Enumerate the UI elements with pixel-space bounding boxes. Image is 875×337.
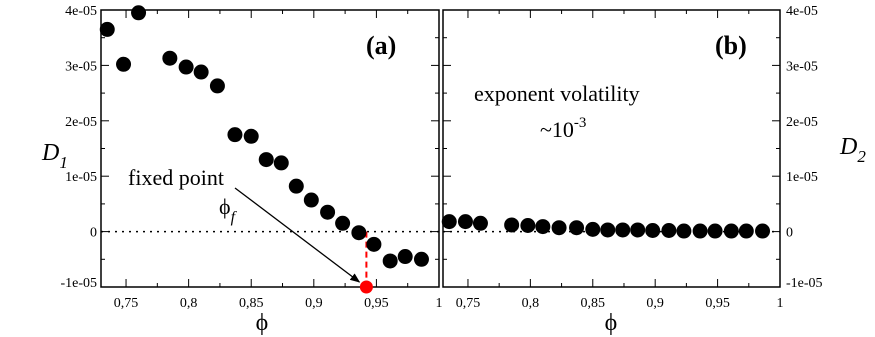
panel-a-x-axis-label: ϕ: [256, 310, 269, 336]
data-point: [320, 204, 336, 220]
data-point: [472, 215, 488, 231]
y-tick-label: 4e-05: [65, 4, 97, 19]
data-point: [441, 214, 457, 230]
x-tick-label: 0,85: [581, 296, 606, 311]
fixed-point-symbol: ϕf: [219, 194, 238, 226]
panel-b-y-axis-label: D2: [839, 134, 866, 166]
data-point: [600, 222, 616, 238]
data-point: [397, 249, 413, 265]
x-tick-label: 0,9: [305, 296, 323, 311]
data-point: [303, 192, 319, 208]
data-point: [535, 219, 551, 235]
y-tick-label: 3e-05: [786, 59, 818, 74]
y-tick-label: 2e-05: [786, 115, 818, 130]
panel-a-x-tick-labels: 0,75 0,8 0,85 0,9 0,95 1: [114, 296, 443, 311]
y-tick-label: -1e-05: [786, 276, 823, 291]
data-point: [273, 155, 289, 171]
y-tick-label: -1e-05: [60, 276, 97, 291]
data-point: [335, 215, 351, 231]
panel-b-label: (b): [715, 31, 747, 60]
data-point: [676, 223, 692, 239]
x-tick-label: 0,75: [456, 296, 481, 311]
y-tick-label: 0: [90, 226, 97, 241]
y-tick-label: 1e-05: [786, 170, 818, 185]
panel-a-points: [99, 5, 429, 269]
data-point: [630, 222, 646, 238]
y-tick-label: 4e-05: [786, 4, 818, 19]
data-point: [227, 127, 243, 143]
data-point: [569, 220, 585, 236]
data-point: [382, 253, 398, 269]
panel-b-x-axis-label: ϕ: [605, 310, 618, 336]
panel-a-y-axis-label: D1: [41, 140, 68, 172]
panel-b-ticks: [443, 9, 781, 288]
fixed-point-marker: [359, 280, 373, 294]
data-point: [178, 59, 194, 75]
data-point: [258, 152, 274, 168]
y-tick-label: 2e-05: [65, 115, 97, 130]
data-point: [366, 236, 382, 252]
data-point: [645, 222, 661, 238]
x-tick-label: 0,95: [705, 296, 730, 311]
data-point: [413, 251, 429, 267]
data-point: [707, 223, 723, 239]
x-tick-label: 0,95: [364, 296, 389, 311]
y-tick-label: 3e-05: [65, 59, 97, 74]
x-tick-label: 1: [436, 296, 443, 311]
panel-a-label: (a): [366, 31, 396, 60]
data-point: [457, 214, 473, 230]
panel-b-y-tick-labels: -1e-05 0 1e-05 2e-05 3e-05 4e-05: [786, 4, 823, 291]
panel-b-points: [441, 214, 771, 239]
data-point: [520, 218, 536, 234]
x-tick-label: 0,9: [646, 296, 664, 311]
fixed-point-arrow: [234, 187, 361, 283]
x-tick-label: 1: [777, 296, 784, 311]
data-point: [243, 128, 259, 144]
y-tick-label: 1e-05: [65, 170, 97, 185]
data-point: [209, 78, 225, 94]
data-point: [738, 223, 754, 239]
panel-b-x-tick-labels: 0,75 0,8 0,85 0,9 0,95 1: [456, 296, 784, 311]
data-point: [615, 222, 631, 238]
data-point: [692, 223, 708, 239]
x-tick-label: 0,85: [239, 296, 264, 311]
data-point: [116, 56, 132, 72]
data-point: [504, 217, 520, 233]
data-point: [351, 225, 367, 241]
data-point: [193, 64, 209, 80]
volatility-label: exponent volatility: [474, 81, 640, 106]
data-point: [131, 5, 147, 21]
fixed-point-label: fixed point: [128, 165, 224, 190]
data-point: [551, 220, 567, 236]
volatility-value: ~10-3: [540, 115, 586, 142]
x-tick-label: 0,8: [522, 296, 540, 311]
panel-a-ticks: [101, 9, 440, 288]
data-point: [585, 221, 601, 237]
data-point: [162, 50, 178, 66]
x-tick-label: 0,8: [180, 296, 198, 311]
panel-a-y-tick-labels: -1e-05 0 1e-05 2e-05 3e-05 4e-05: [60, 4, 97, 291]
x-tick-label: 0,75: [114, 296, 139, 311]
data-point: [755, 223, 771, 239]
data-point: [288, 178, 304, 194]
data-point: [99, 21, 115, 37]
data-point: [723, 223, 739, 239]
data-point: [661, 222, 677, 238]
y-tick-label: 0: [786, 226, 793, 241]
